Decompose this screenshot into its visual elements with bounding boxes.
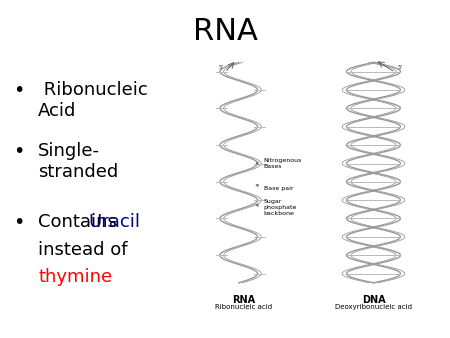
- Text: DNA: DNA: [362, 295, 385, 306]
- Text: instead of: instead of: [38, 241, 128, 259]
- Text: Deoxyribonucleic acid: Deoxyribonucleic acid: [335, 304, 412, 310]
- Text: 5': 5': [397, 65, 402, 70]
- Text: Sugar
phosphate
backbone: Sugar phosphate backbone: [256, 199, 297, 216]
- Text: RNA: RNA: [232, 295, 255, 306]
- Text: Uracil: Uracil: [89, 213, 141, 231]
- Text: •: •: [14, 142, 25, 161]
- Text: •: •: [14, 213, 25, 232]
- Text: •: •: [14, 81, 25, 100]
- Text: Nitrogenous
Bases: Nitrogenous Bases: [256, 158, 302, 169]
- Text: RNA: RNA: [193, 17, 257, 46]
- Text: 5': 5': [218, 65, 223, 70]
- Text: thymine: thymine: [38, 268, 112, 286]
- Text: Single-
stranded: Single- stranded: [38, 142, 118, 181]
- Text: Base pair: Base pair: [256, 184, 293, 191]
- Text: Ribonucleic acid: Ribonucleic acid: [215, 304, 272, 310]
- Text: Ribonucleic
Acid: Ribonucleic Acid: [38, 81, 148, 120]
- Text: Contains: Contains: [38, 213, 123, 231]
